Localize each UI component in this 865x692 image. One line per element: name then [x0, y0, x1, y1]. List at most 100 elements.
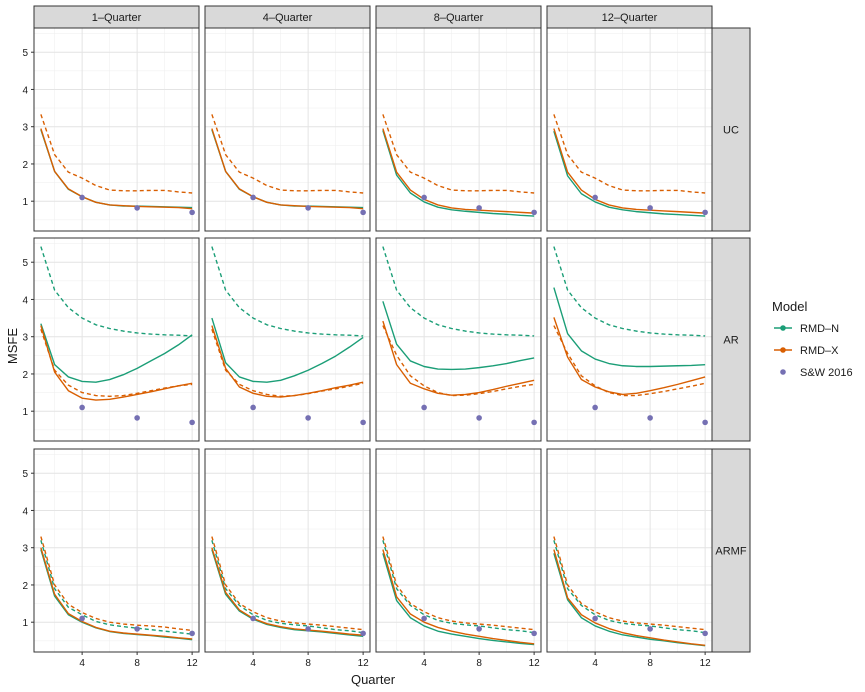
legend-title: Model	[772, 299, 808, 314]
row-strip	[711, 27, 751, 232]
facet-panel	[375, 448, 542, 653]
sw-2016-point	[360, 630, 366, 637]
panel-background	[34, 28, 199, 231]
sw-2016-point	[250, 404, 256, 411]
series-line-rmd-x-solid	[40, 325, 193, 401]
sw-2016-point	[476, 626, 482, 632]
series-line-rmd-x-solid	[382, 320, 535, 396]
sw-2016-point	[250, 615, 256, 622]
facet-panel	[546, 237, 713, 442]
y-tick-label: 3	[22, 123, 28, 134]
panel-border	[546, 27, 713, 232]
series-line-rmd-n-solid	[382, 130, 535, 217]
panel-background	[376, 238, 541, 441]
row-strip-label: UC	[723, 125, 739, 137]
x-tick-label: 4	[421, 658, 427, 669]
column-strip-label: 12–Quarter	[602, 12, 658, 24]
sw-2016-point	[421, 404, 427, 411]
legend-key-point	[780, 325, 786, 331]
x-tick-label: 4	[592, 658, 598, 669]
series-line-rmd-x-solid	[40, 547, 193, 640]
y-tick-label: 3	[22, 544, 28, 555]
series-line-rmd-x-solid	[211, 128, 364, 210]
row-strip	[711, 448, 751, 653]
panel-border	[204, 237, 371, 442]
series-line-rmd-n-solid	[382, 553, 535, 646]
facet-panel	[546, 448, 713, 653]
panel-background	[547, 238, 712, 441]
y-tick-label: 2	[22, 581, 28, 592]
panel-border	[375, 237, 542, 442]
sw-2016-point	[360, 419, 366, 426]
facet-panel	[375, 27, 542, 232]
sw-2016-point	[702, 630, 708, 637]
series-line-rmd-n-solid	[40, 323, 193, 383]
sw-2016-point	[189, 209, 195, 216]
sw-2016-point	[592, 404, 598, 411]
column-strip-label: 1–Quarter	[92, 12, 142, 24]
column-strip-label: 4–Quarter	[263, 12, 313, 24]
sw-2016-point	[421, 615, 427, 622]
series-line-rmd-x-dashed	[553, 536, 706, 631]
panel-background	[547, 28, 712, 231]
sw-2016-point	[531, 209, 537, 216]
panel-background	[376, 449, 541, 652]
series-line-rmd-n-dashed	[211, 540, 364, 634]
x-tick-label: 12	[529, 658, 541, 669]
y-tick-label: 1	[22, 407, 28, 418]
series-line-rmd-n-solid	[553, 130, 706, 217]
series-line-rmd-n-dashed	[40, 246, 193, 337]
y-tick-label: 2	[22, 370, 28, 381]
series-line-rmd-x-dashed	[553, 325, 706, 397]
facet-panel	[33, 27, 200, 232]
legend-key-point	[780, 347, 786, 353]
panel-background	[205, 28, 370, 231]
panel-background	[34, 449, 199, 652]
x-tick-label: 12	[187, 658, 199, 669]
series-line-rmd-x-solid	[382, 549, 535, 645]
sw-2016-point	[592, 194, 598, 201]
row-strip-label: ARMF	[715, 546, 746, 558]
facet-panel	[33, 448, 200, 653]
x-tick-label: 4	[79, 658, 85, 669]
series-line-rmd-n-dashed	[382, 540, 535, 634]
facet-panel	[375, 237, 542, 442]
sw-2016-point	[305, 205, 311, 211]
series-line-rmd-x-dashed	[40, 536, 193, 632]
sw-2016-point	[592, 615, 598, 622]
y-tick-label: 4	[22, 506, 28, 517]
y-tick-label: 4	[22, 295, 28, 306]
sw-2016-point	[647, 415, 653, 421]
sw-2016-point	[305, 626, 311, 632]
y-tick-label: 2	[22, 160, 28, 171]
sw-2016-point	[476, 205, 482, 211]
panel-background	[34, 238, 199, 441]
x-tick-label: 4	[250, 658, 256, 669]
series-line-rmd-x-solid	[382, 128, 535, 214]
sw-2016-point	[531, 419, 537, 426]
panel-border	[33, 448, 200, 653]
sw-2016-point	[79, 404, 85, 411]
series-line-rmd-x-solid	[211, 325, 364, 398]
facet-panel	[204, 237, 371, 442]
panel-background	[205, 449, 370, 652]
series-line-rmd-x-solid	[211, 547, 364, 636]
sw-2016-point	[250, 194, 256, 201]
y-tick-label: 5	[22, 469, 28, 480]
x-tick-label: 8	[134, 658, 140, 669]
series-line-rmd-n-solid	[211, 549, 364, 638]
series-line-rmd-n-solid	[553, 287, 706, 368]
panel-background	[205, 238, 370, 441]
panel-border	[546, 448, 713, 653]
sw-2016-point	[79, 194, 85, 201]
y-tick-label: 4	[22, 85, 28, 96]
row-strip-label: AR	[723, 335, 738, 347]
series-line-rmd-n-dashed	[211, 246, 364, 337]
legend-label: RMD–X	[800, 345, 839, 357]
x-tick-label: 12	[700, 658, 712, 669]
series-line-rmd-x-dashed	[382, 325, 535, 397]
series-line-rmd-x-dashed	[382, 536, 535, 631]
legend-label: RMD–N	[800, 323, 839, 335]
panel-border	[546, 237, 713, 442]
sw-2016-point	[189, 630, 195, 637]
